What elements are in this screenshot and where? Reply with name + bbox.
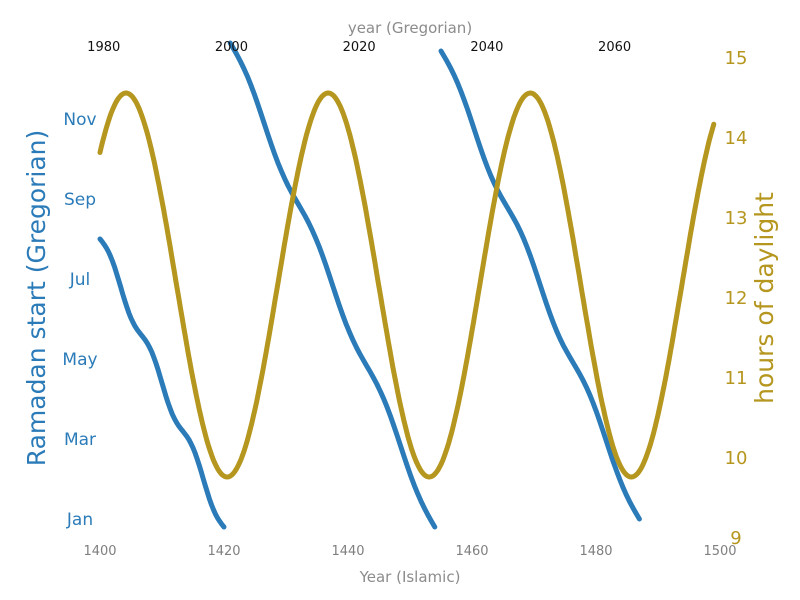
ticks: Jan Mar May Jul Sep Nov 9 10 11 12 13 14 15 1400 1420 1… <box>62 40 747 559</box>
bottom-tick-label: 1420 <box>207 544 240 559</box>
right-tick-label: 11 <box>725 368 748 389</box>
left-tick-label: Jul <box>69 270 91 290</box>
left-tick-label: Jan <box>66 510 93 530</box>
ramadan-series-segment-3 <box>438 48 642 522</box>
ramadan-series-segment-2 <box>227 40 438 530</box>
right-axis-label: hours of daylight <box>750 192 779 404</box>
right-tick-label: 12 <box>725 288 748 309</box>
bottom-tick-label: 1460 <box>455 544 488 559</box>
right-tick-label: 13 <box>725 208 748 229</box>
left-tick-label: Mar <box>64 430 96 450</box>
top-tick-label: 2060 <box>598 40 631 55</box>
top-axis-label: year (Gregorian) <box>348 19 472 37</box>
top-tick-label: 1980 <box>87 40 120 55</box>
bottom-tick-label: 1440 <box>331 544 364 559</box>
left-tick-label: Nov <box>63 110 96 130</box>
left-axis-label: Ramadan start (Gregorian) <box>22 130 51 467</box>
right-tick-label: 9 <box>730 528 741 549</box>
right-tick-label: 15 <box>725 48 748 69</box>
right-tick-label: 10 <box>725 448 748 469</box>
top-tick-label: 2000 <box>215 40 248 55</box>
right-tick-label: 14 <box>725 128 748 149</box>
top-tick-label: 2020 <box>343 40 376 55</box>
ramadan-series-segment-1 <box>97 236 227 530</box>
bottom-axis-label: Year (Islamic) <box>359 568 461 586</box>
bottom-tick-label: 1400 <box>83 544 116 559</box>
top-tick-label: 2040 <box>470 40 503 55</box>
bottom-tick-label: 1480 <box>579 544 612 559</box>
bottom-tick-label: 1500 <box>703 544 736 559</box>
daylight-series-line <box>97 90 717 480</box>
left-tick-label: Sep <box>64 190 96 210</box>
left-tick-label: May <box>62 350 97 370</box>
plot-lines <box>97 40 717 530</box>
